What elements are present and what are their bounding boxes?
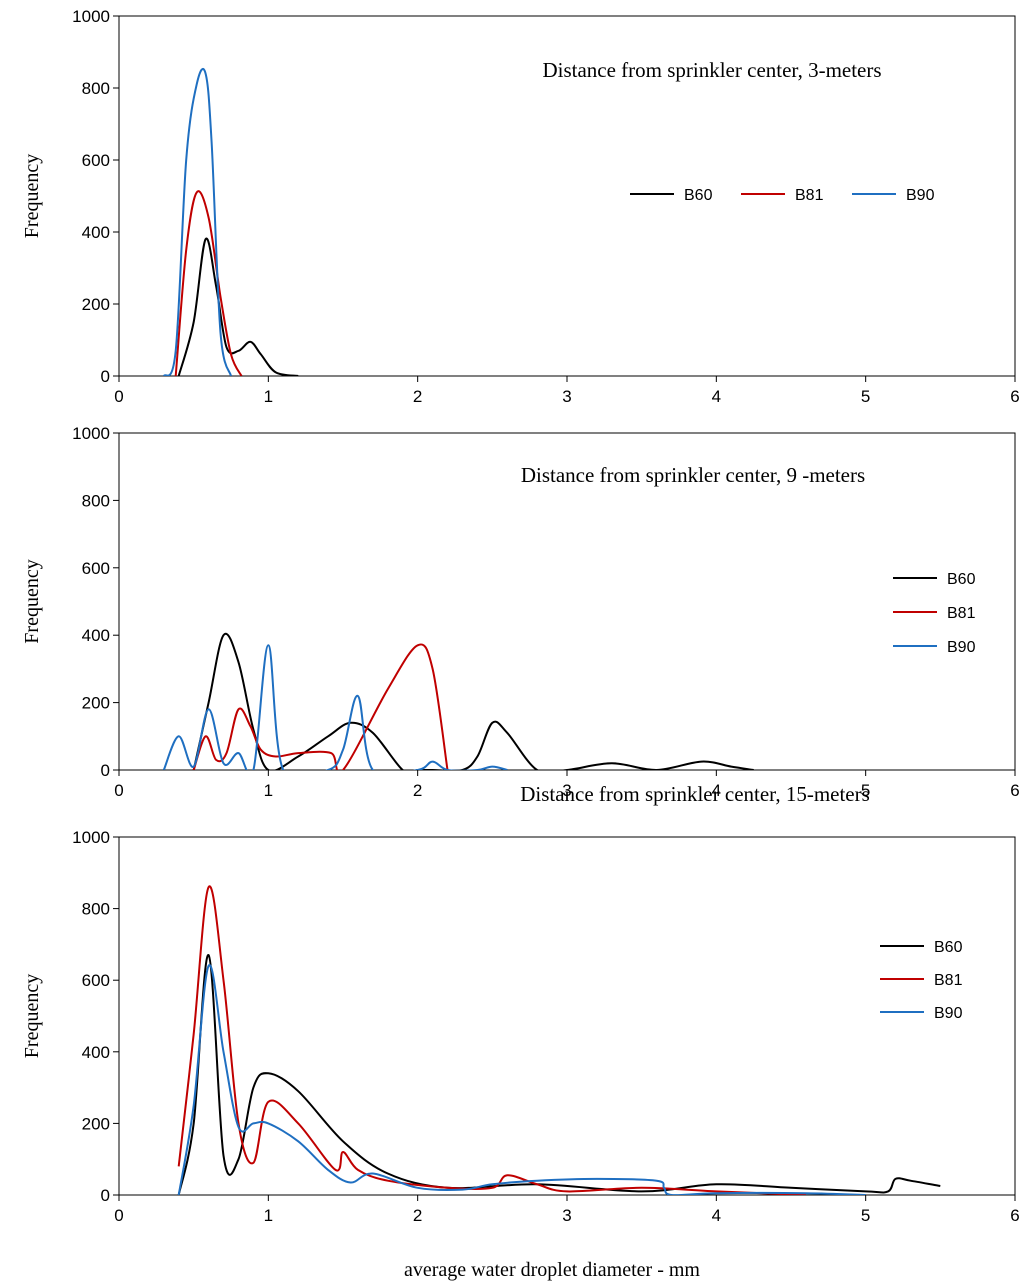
x-tick-label: 3 [562,387,571,406]
x-tick-label: 0 [114,1206,123,1225]
y-tick-label: 600 [82,559,110,578]
y-tick-label: 600 [82,151,110,170]
y-tick-label: 1000 [72,7,110,26]
y-tick-label: 0 [101,367,110,386]
legend-label-b90: B90 [934,1005,963,1022]
x-axis-label: average water droplet diameter - mm [404,1259,700,1281]
chart-title: Distance from sprinkler center, 15-meter… [520,782,870,806]
x-tick-label: 5 [861,387,870,406]
plot-frame [118,836,1016,1196]
chart-panel-3: 0 200 400 600 800 1000 0 1 2 3 4 5 6 Frequency Distanc… [21,782,1020,1225]
x-tick-label: 0 [114,781,123,800]
legend-label-b81: B81 [934,972,963,989]
series-line-b60 [192,632,754,770]
series-line-b90 [177,964,866,1195]
x-tick-label: 5 [861,781,870,800]
y-tick-label: 800 [82,900,110,919]
x-tick-label: 2 [413,387,422,406]
series-line-b60 [177,954,941,1195]
series-line-b81 [174,190,243,376]
series-group [162,68,299,376]
x-tick-label: 6 [1010,781,1019,800]
y-tick-label: 1000 [72,424,110,443]
legend-label-b60: B60 [934,939,963,956]
x-tick-label: 3 [562,781,571,800]
x-tick-label: 4 [712,781,721,800]
series-line-b81 [177,885,806,1195]
x-tick-label: 2 [413,781,422,800]
series-line-b90 [162,644,508,770]
y-tick-label: 200 [82,694,110,713]
series-line-b81 [192,643,449,770]
chart-panel-2: 0 200 400 600 800 1000 0 1 2 3 4 5 6 Frequency Distanc… [21,424,1020,800]
x-tick-label: 6 [1010,1206,1019,1225]
series-line-b90 [162,68,232,376]
y-tick-label: 200 [82,295,110,314]
x-tick-label: 1 [264,387,273,406]
x-tick-label: 5 [861,1206,870,1225]
legend-label-b90: B90 [947,639,976,656]
x-tick-label: 1 [264,781,273,800]
series-line-b60 [177,237,299,376]
series-group [162,632,754,770]
x-tick-label: 3 [562,1206,571,1225]
series-group [177,885,941,1195]
x-tick-label: 4 [712,1206,721,1225]
x-tick-label: 1 [264,1206,273,1225]
chart-title: Distance from sprinkler center, 3-meters [542,58,881,82]
y-tick-label: 800 [82,491,110,510]
legend-label-b60: B60 [947,571,976,588]
y-axis-label: Frequency [21,154,43,238]
y-tick-label: 400 [82,626,110,645]
x-tick-label: 4 [712,387,721,406]
legend-label-b60: B60 [684,187,713,204]
legend-label-b81: B81 [947,605,976,622]
y-tick-label: 0 [101,1186,110,1205]
y-tick-label: 400 [82,223,110,242]
legend: B60 B81 B90 [880,939,963,1022]
y-tick-label: 200 [82,1114,110,1133]
y-tick-label: 1000 [72,828,110,847]
legend-label-b90: B90 [906,187,935,204]
y-tick-label: 400 [82,1043,110,1062]
legend: B60 B81 B90 [893,571,976,656]
y-tick-label: 0 [101,761,110,780]
legend: B60 B81 B90 [630,187,935,204]
y-axis-label: Frequency [21,974,43,1058]
y-tick-label: 800 [82,79,110,98]
x-tick-label: 2 [413,1206,422,1225]
x-tick-label: 0 [114,387,123,406]
chart-title: Distance from sprinkler center, 9 -meter… [521,463,865,487]
chart-panel-1: 0 200 400 600 800 1000 0 1 2 3 4 5 6 Frequency Distanc… [21,7,1020,406]
legend-label-b81: B81 [795,187,824,204]
y-axis-label: Frequency [21,559,43,643]
x-tick-label: 6 [1010,387,1019,406]
y-tick-label: 600 [82,971,110,990]
